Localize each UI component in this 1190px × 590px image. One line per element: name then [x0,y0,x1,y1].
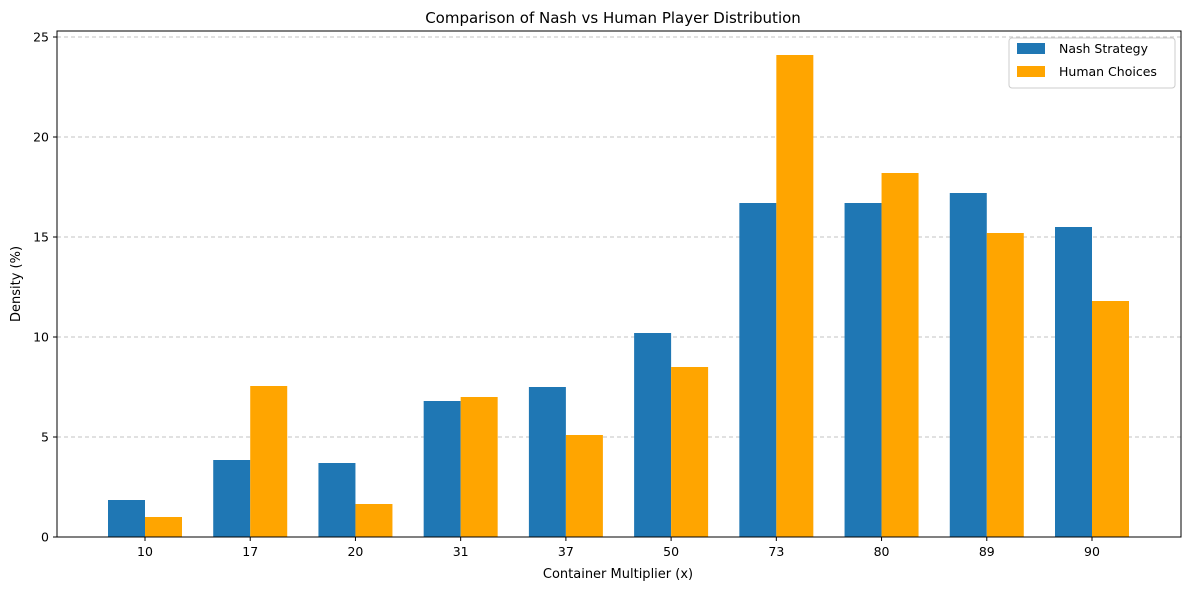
legend-label-human: Human Choices [1059,64,1157,79]
tick-labels: 0 5 10 15 20 25 10 17 20 31 37 50 73 80 89 90 [33,30,1100,560]
bar-nash [739,203,777,537]
bar-human [355,504,393,537]
x-tick-label: 80 [874,544,890,559]
x-tick-label: 31 [453,544,469,559]
bar-nash [423,401,461,537]
bar-human [986,233,1024,537]
grid-lines [57,36,1181,438]
legend-swatch-human [1017,66,1045,77]
bar-human [671,367,709,537]
x-tick-label: 90 [1084,544,1100,559]
y-tick-label: 25 [33,30,49,45]
legend-label-nash: Nash Strategy [1059,41,1149,56]
bar-human [776,55,814,537]
plot-frame [56,30,1182,538]
x-tick-label: 20 [347,544,363,559]
x-tick-label: 37 [558,544,574,559]
y-tick-label: 0 [41,530,49,545]
x-tick-label: 50 [663,544,679,559]
legend-frame [1008,37,1176,89]
bar-nash [949,193,987,537]
chart-title: Comparison of Nash vs Human Player Distr… [425,9,801,27]
bar-nash [634,333,672,537]
bar-nash [528,387,566,537]
x-tick-label: 10 [137,544,153,559]
bar-nash [213,460,251,537]
y-tick-label: 5 [41,430,49,445]
bar-human [565,435,603,537]
bar-nash [844,203,882,537]
legend-swatch-nash [1017,43,1045,54]
legend: Nash Strategy Human Choices [1008,37,1176,89]
bar-human [1092,301,1129,537]
y-axis-label: Density (%) [9,246,24,322]
y-tick-label: 10 [33,330,49,345]
bar-nash [1055,227,1092,537]
bar-nash [318,463,356,537]
bar-human [250,386,288,537]
y-tick-label: 20 [33,130,49,145]
bar-human [145,517,182,537]
x-tick-label: 89 [979,544,995,559]
bars [108,55,1129,537]
bar-human [460,397,498,537]
x-axis-label: Container Multiplier (x) [543,567,693,582]
x-tick-label: 73 [768,544,784,559]
axes [53,36,1093,541]
x-tick-label: 17 [242,544,258,559]
bar-nash [108,500,145,537]
y-tick-label: 15 [33,230,49,245]
bar-human [881,173,919,537]
